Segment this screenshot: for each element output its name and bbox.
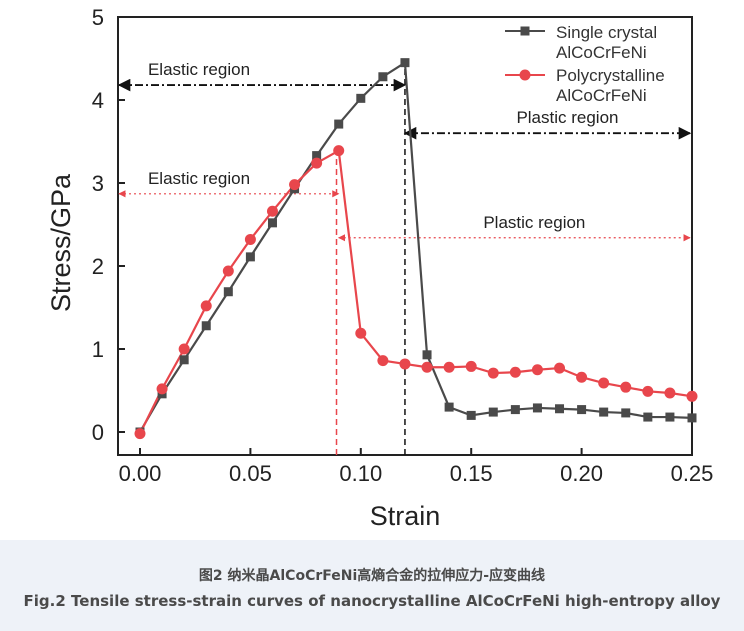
data-point-polycrystalline [399,358,411,370]
data-point-polycrystalline [465,360,477,372]
data-point-single-crystal [378,72,388,82]
data-point-single-crystal [267,218,277,228]
legend-circle-marker [519,69,531,81]
stress-strain-chart: Elastic region Plastic region Elastic regi… [46,5,714,531]
figure-caption: 图2 纳米晶AlCoCrFeNi高熵合金的拉伸应力-应变曲线 Fig.2 Ten… [0,540,744,631]
data-point-single-crystal [201,321,211,331]
data-point-single-crystal [400,58,410,68]
data-point-polycrystalline [531,364,543,376]
data-point-single-crystal [599,407,609,417]
data-point-single-crystal [510,405,520,415]
data-point-polycrystalline [686,390,698,402]
data-point-polycrystalline [355,327,367,339]
x-axis-label: Strain [370,501,441,531]
data-point-polycrystalline [222,265,234,277]
legend-label-single-crystal-line2: AlCoCrFeNi [556,43,647,62]
y-tick-label: 1 [92,337,104,362]
annotation-layer: Elastic region Plastic region Elastic regi… [117,60,692,455]
data-point-single-crystal [179,355,189,365]
legend: Single crystal AlCoCrFeNi Polycrystallin… [505,23,665,105]
data-point-single-crystal [312,151,322,161]
caption-chinese: 图2 纳米晶AlCoCrFeNi高熵合金的拉伸应力-应变曲线 [198,568,546,584]
data-point-single-crystal [488,407,498,417]
region-label: Elastic region [148,60,250,79]
tick-layer: 0.00 0.05 0.10 0.15 0.20 0.25 0 1 2 3 4 5 [92,5,714,486]
y-tick-label: 3 [92,171,104,196]
data-point-polycrystalline [576,371,588,383]
data-point-single-crystal [555,404,565,414]
x-tick-label: 0.15 [450,461,493,486]
data-point-single-crystal [621,408,631,418]
data-point-polycrystalline [554,362,566,374]
x-tick-label: 0.00 [119,461,162,486]
data-point-single-crystal [643,412,653,422]
caption-english: Fig.2 Tensile stress-strain curves of na… [23,592,721,610]
x-tick-label: 0.25 [671,461,714,486]
data-point-single-crystal [334,119,344,129]
x-tick-label: 0.20 [560,461,603,486]
data-point-polycrystalline [377,355,389,367]
data-point-polycrystalline [443,361,455,373]
legend-label-polycrystalline-line2: AlCoCrFeNi [556,86,647,105]
data-point-polycrystalline [289,179,301,191]
data-point-polycrystalline [598,377,610,389]
data-point-polycrystalline [620,381,632,393]
data-point-single-crystal [422,350,432,360]
series-line-polycrystalline [139,148,693,435]
data-point-polycrystalline [487,367,499,379]
region-label: Elastic region [148,169,250,188]
x-tick-label: 0.10 [339,461,382,486]
legend-label-single-crystal-line1: Single crystal [556,23,657,42]
data-point-polycrystalline [156,383,168,395]
data-point-polycrystalline [421,361,433,373]
data-point-single-crystal [444,402,454,412]
legend-item-polycrystalline: Polycrystalline AlCoCrFeNi [505,66,665,105]
data-point-polycrystalline [266,205,278,217]
data-point-polycrystalline [134,428,146,440]
region-label: Plastic region [516,108,618,127]
legend-item-single-crystal: Single crystal AlCoCrFeNi [505,23,657,62]
legend-square-marker [520,26,530,36]
y-tick-label: 2 [92,254,104,279]
series-layer [134,58,698,440]
data-point-single-crystal [356,93,366,103]
data-point-polycrystalline [642,385,654,397]
data-point-polycrystalline [664,387,676,399]
data-point-single-crystal [223,287,233,297]
data-point-polycrystalline [244,233,256,245]
y-axis-label: Stress/GPa [46,173,76,312]
data-point-single-crystal [687,413,697,423]
legend-label-polycrystalline-line1: Polycrystalline [556,66,665,85]
data-point-single-crystal [245,252,255,262]
data-point-single-crystal [665,412,675,422]
data-point-polycrystalline [311,157,323,169]
data-point-polycrystalline [333,145,345,157]
data-point-single-crystal [532,403,542,413]
region-label: Plastic region [483,213,585,232]
data-point-polycrystalline [178,343,190,355]
y-tick-label: 5 [92,5,104,30]
data-point-polycrystalline [509,366,521,378]
y-tick-label: 0 [92,420,104,445]
data-point-single-crystal [577,405,587,415]
x-tick-label: 0.05 [229,461,272,486]
y-tick-label: 4 [92,88,104,113]
data-point-single-crystal [466,410,476,420]
data-point-polycrystalline [200,300,212,312]
